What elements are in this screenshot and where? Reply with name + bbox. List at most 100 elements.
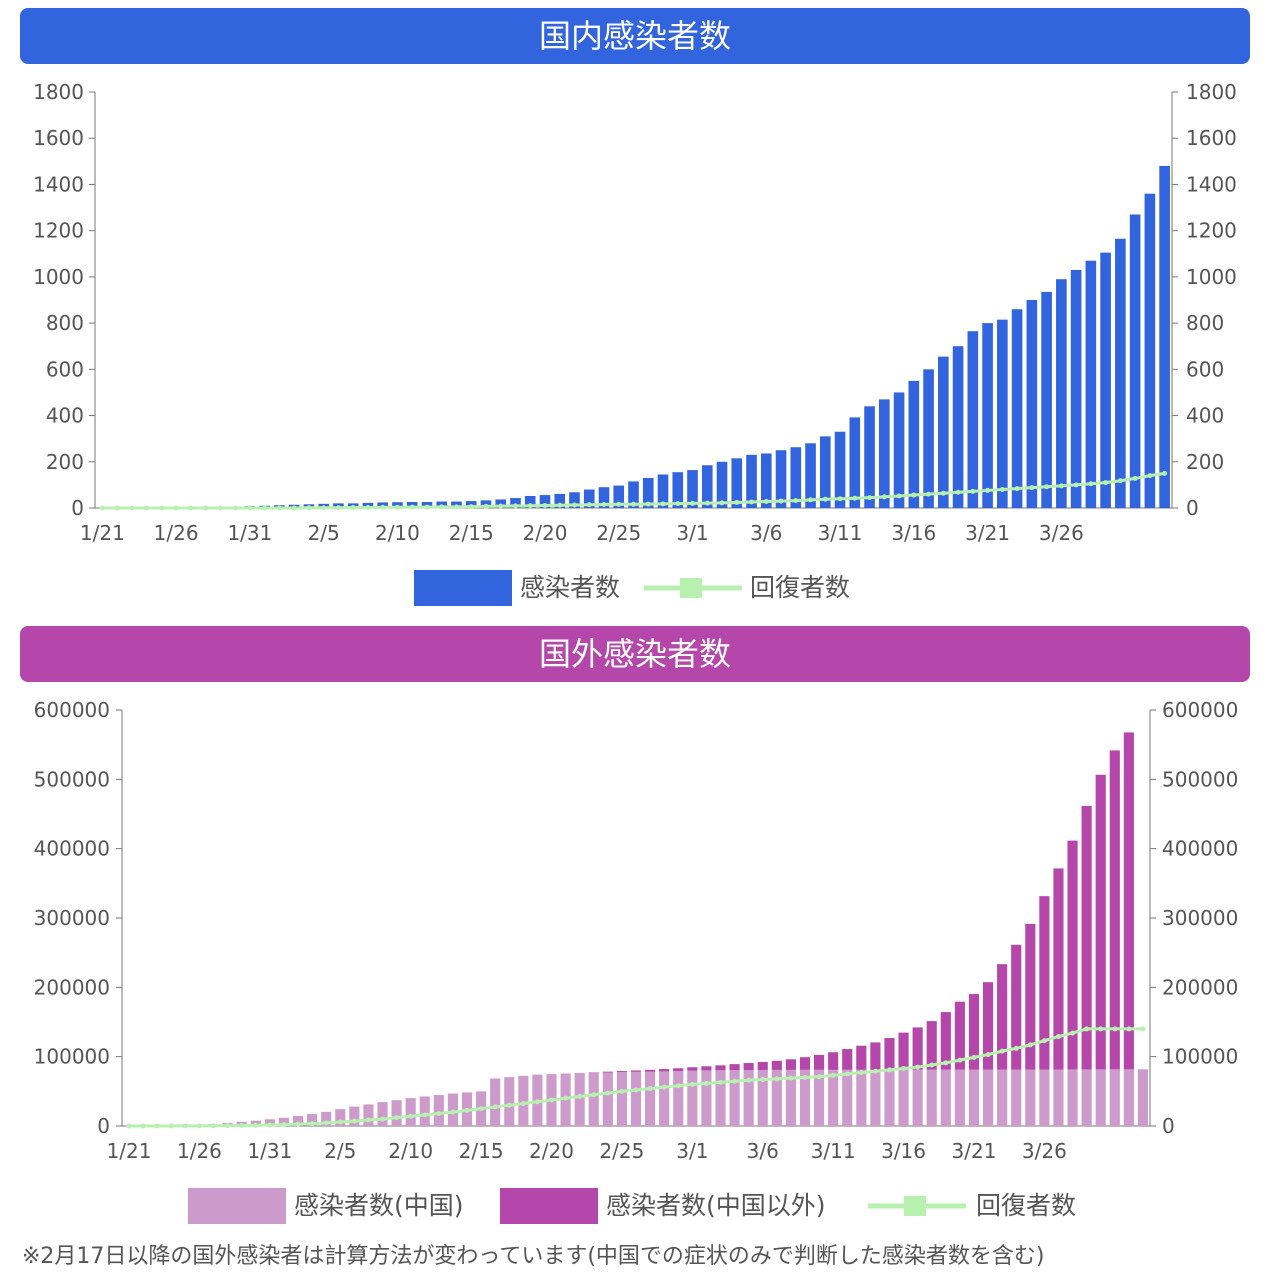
point-recovered	[239, 1123, 245, 1129]
point-recovered	[126, 1123, 132, 1129]
point-recovered	[586, 502, 592, 508]
x-tick-label: 3/11	[811, 1139, 856, 1163]
bar-china	[377, 1102, 388, 1126]
bar-infections	[790, 447, 802, 508]
point-recovered	[690, 500, 696, 506]
x-tick-label: 3/16	[881, 1139, 926, 1163]
point-recovered	[763, 499, 769, 505]
point-recovered	[793, 498, 799, 504]
y-tick-label-right: 400	[1186, 404, 1224, 428]
point-recovered	[675, 501, 681, 507]
bar-china	[1137, 1069, 1149, 1126]
point-recovered	[591, 1092, 597, 1098]
y-tick-label-right: 100000	[1162, 1045, 1238, 1069]
legend-marker-recovered	[680, 578, 702, 598]
bar-infections	[539, 495, 551, 508]
bar-china	[968, 1069, 980, 1126]
bar-china	[856, 1069, 867, 1126]
point-recovered	[601, 502, 607, 508]
point-recovered	[760, 1077, 766, 1083]
y-tick-label-right: 600000	[1162, 698, 1238, 722]
point-recovered	[1126, 1026, 1132, 1032]
x-tick-label: 2/25	[596, 521, 641, 545]
point-recovered	[291, 505, 297, 511]
point-recovered	[394, 1115, 400, 1121]
point-recovered	[114, 505, 120, 511]
point-recovered	[1013, 1045, 1019, 1051]
y-tick-label-left: 1400	[33, 172, 84, 196]
bar-outside-china	[771, 1060, 782, 1070]
bar-outside-china	[912, 1027, 923, 1070]
bar-china	[335, 1109, 346, 1126]
y-tick-label-left: 1200	[33, 219, 84, 243]
y-tick-label-right: 500000	[1162, 767, 1238, 791]
point-recovered	[1027, 1042, 1033, 1048]
point-recovered	[203, 505, 209, 511]
bar-infections	[510, 498, 521, 508]
point-recovered	[424, 504, 430, 510]
point-recovered	[822, 496, 828, 502]
point-recovered	[409, 504, 415, 510]
bar-outside-china	[588, 1072, 599, 1074]
bar-infections	[1026, 300, 1038, 508]
point-recovered	[520, 1100, 526, 1106]
bar-outside-china	[659, 1069, 670, 1072]
bar-china	[292, 1116, 304, 1126]
point-recovered	[619, 1088, 625, 1094]
y-tick-label-left: 1000	[33, 265, 84, 289]
bar-china	[954, 1069, 965, 1126]
point-recovered	[837, 496, 843, 502]
bar-infections	[613, 485, 625, 508]
point-recovered	[867, 495, 873, 501]
point-recovered	[1073, 482, 1079, 488]
bar-china	[940, 1069, 951, 1126]
bar-china	[1053, 1069, 1064, 1126]
point-recovered	[140, 1123, 146, 1129]
point-recovered	[940, 490, 946, 496]
point-recovered	[365, 1117, 371, 1123]
bar-china	[997, 1069, 1008, 1126]
point-recovered	[506, 1102, 512, 1108]
y-tick-label-left: 400000	[34, 837, 110, 861]
point-recovered	[168, 1123, 174, 1129]
point-recovered	[557, 502, 563, 508]
bar-outside-china	[645, 1069, 656, 1072]
bar-outside-china	[954, 1001, 965, 1070]
bar-china	[870, 1069, 881, 1126]
bar-infections	[805, 443, 816, 508]
point-recovered	[881, 494, 887, 500]
point-recovered	[1041, 1038, 1047, 1044]
bar-china	[278, 1117, 290, 1126]
bar-china	[321, 1111, 332, 1126]
bar-infections	[701, 465, 713, 508]
bar-infections	[849, 417, 861, 508]
point-recovered	[577, 1094, 583, 1100]
bar-china	[715, 1070, 726, 1126]
point-recovered	[253, 1122, 259, 1128]
point-recovered	[911, 492, 917, 498]
point-recovered	[605, 1090, 611, 1096]
point-recovered	[492, 1104, 498, 1110]
point-recovered	[1103, 480, 1109, 486]
point-recovered	[158, 505, 164, 511]
bar-outside-china	[1081, 805, 1092, 1070]
point-recovered	[703, 1080, 709, 1086]
point-recovered	[1132, 475, 1138, 481]
bar-infections	[952, 346, 964, 508]
point-recovered	[365, 505, 371, 511]
domestic-title-banner: 国内感染者数	[20, 8, 1250, 64]
point-recovered	[99, 505, 105, 511]
point-recovered	[746, 1077, 752, 1083]
x-tick-label: 1/26	[177, 1139, 222, 1163]
bar-infections	[982, 323, 993, 508]
bar-outside-china	[757, 1062, 768, 1070]
point-recovered	[802, 1074, 808, 1080]
foreign-title-banner: 国外感染者数	[20, 626, 1250, 682]
point-recovered	[985, 1052, 991, 1058]
point-recovered	[247, 505, 253, 511]
bar-outside-china	[856, 1045, 867, 1070]
point-recovered	[453, 504, 459, 510]
bar-outside-china	[940, 1012, 951, 1070]
bar-infections	[642, 477, 654, 508]
bar-infections	[1115, 238, 1126, 508]
